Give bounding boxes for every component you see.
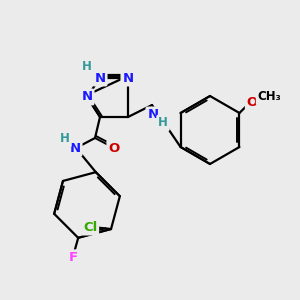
Text: O: O (247, 95, 258, 109)
Text: N: N (81, 91, 93, 103)
Text: N: N (122, 71, 134, 85)
Text: Cl: Cl (83, 220, 97, 233)
Text: H: H (82, 61, 92, 74)
Text: O: O (108, 142, 120, 154)
Text: N: N (94, 71, 106, 85)
Text: N: N (69, 142, 81, 154)
Text: F: F (69, 251, 78, 264)
Text: CH₃: CH₃ (258, 91, 281, 103)
Text: H: H (60, 133, 70, 146)
Text: N: N (147, 109, 159, 122)
Text: H: H (158, 116, 168, 130)
